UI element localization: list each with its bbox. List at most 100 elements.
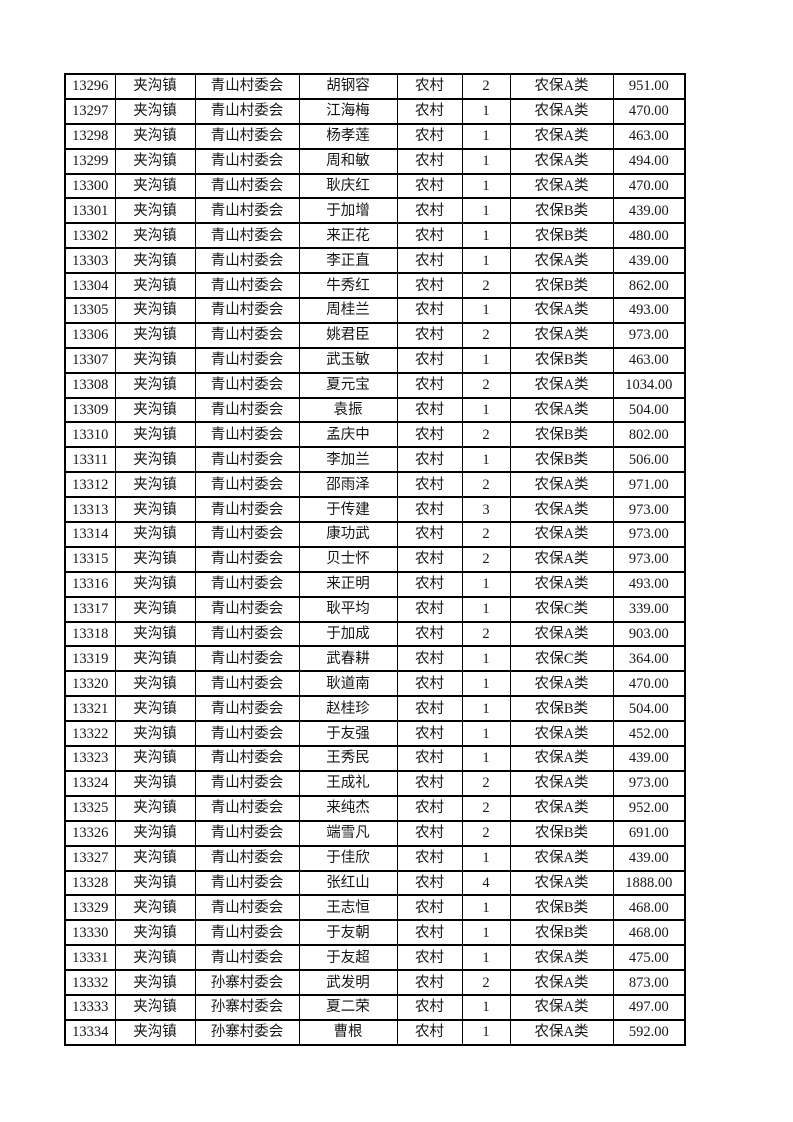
village-committee-cell: 青山村委会 bbox=[194, 272, 300, 300]
row-id-cell: 13323 bbox=[64, 745, 116, 772]
amount-cell: 973.00 bbox=[612, 496, 686, 524]
residence-type-cell: 农村 bbox=[396, 745, 463, 772]
village-committee-cell: 青山村委会 bbox=[194, 97, 300, 125]
residence-type-cell: 农村 bbox=[396, 521, 463, 548]
table-row: 13323 夹沟镇 青山村委会 王秀民 农村 1 农保A类 439.00 bbox=[64, 745, 686, 772]
row-id-cell: 13303 bbox=[64, 247, 116, 275]
residence-type-cell: 农村 bbox=[396, 969, 463, 996]
row-id-cell: 13300 bbox=[64, 172, 116, 200]
town-cell: 夹沟镇 bbox=[114, 197, 196, 225]
residence-type-cell: 农村 bbox=[396, 446, 463, 474]
residence-type-cell: 农村 bbox=[396, 545, 463, 573]
person-name-cell: 张红山 bbox=[298, 869, 398, 897]
person-name-cell: 王秀民 bbox=[298, 745, 398, 772]
village-committee-cell: 青山村委会 bbox=[194, 396, 300, 424]
table-row: 13314 夹沟镇 青山村委会 康功武 农村 2 农保A类 973.00 bbox=[64, 521, 686, 548]
person-name-cell: 夏元宝 bbox=[298, 371, 398, 399]
residence-type-cell: 农村 bbox=[396, 97, 463, 125]
town-cell: 夹沟镇 bbox=[114, 545, 196, 573]
town-cell: 夹沟镇 bbox=[114, 172, 196, 200]
village-committee-cell: 青山村委会 bbox=[194, 620, 300, 648]
person-name-cell: 来正花 bbox=[298, 222, 398, 250]
town-cell: 夹沟镇 bbox=[114, 297, 196, 324]
amount-cell: 691.00 bbox=[612, 819, 686, 847]
town-cell: 夹沟镇 bbox=[114, 247, 196, 275]
headcount-cell: 1 bbox=[461, 595, 511, 623]
insurance-category-cell: 农保A类 bbox=[509, 993, 614, 1021]
headcount-cell: 2 bbox=[461, 521, 511, 548]
amount-cell: 439.00 bbox=[612, 197, 686, 225]
residence-type-cell: 农村 bbox=[396, 794, 463, 822]
town-cell: 夹沟镇 bbox=[114, 321, 196, 349]
residence-type-cell: 农村 bbox=[396, 894, 463, 922]
town-cell: 夹沟镇 bbox=[114, 670, 196, 698]
village-committee-cell: 青山村委会 bbox=[194, 645, 300, 673]
residence-type-cell: 农村 bbox=[396, 1018, 463, 1046]
table-row: 13322 夹沟镇 青山村委会 于友强 农村 1 农保A类 452.00 bbox=[64, 720, 686, 748]
person-name-cell: 杨孝莲 bbox=[298, 122, 398, 150]
table-row: 13334 夹沟镇 孙寨村委会 曹根 农村 1 农保A类 592.00 bbox=[64, 1018, 686, 1046]
insurance-category-cell: 农保A类 bbox=[509, 670, 614, 698]
insurance-category-cell: 农保C类 bbox=[509, 595, 614, 623]
amount-cell: 439.00 bbox=[612, 745, 686, 772]
table-row: 13306 夹沟镇 青山村委会 姚君臣 农村 2 农保A类 973.00 bbox=[64, 321, 686, 349]
village-committee-cell: 青山村委会 bbox=[194, 919, 300, 947]
table-body: 13296 夹沟镇 青山村委会 胡钢容 农村 2 农保A类 951.00 13297 夹沟镇 青山村… bbox=[64, 73, 686, 1046]
village-committee-cell: 青山村委会 bbox=[194, 670, 300, 698]
amount-cell: 973.00 bbox=[612, 321, 686, 349]
town-cell: 夹沟镇 bbox=[114, 371, 196, 399]
person-name-cell: 于传建 bbox=[298, 496, 398, 524]
residence-type-cell: 农村 bbox=[396, 944, 463, 972]
person-name-cell: 耿道南 bbox=[298, 670, 398, 698]
table-row: 13327 夹沟镇 青山村委会 于佳欣 农村 1 农保A类 439.00 bbox=[64, 844, 686, 872]
amount-cell: 439.00 bbox=[612, 844, 686, 872]
town-cell: 夹沟镇 bbox=[114, 73, 196, 100]
amount-cell: 1888.00 bbox=[612, 869, 686, 897]
town-cell: 夹沟镇 bbox=[114, 869, 196, 897]
headcount-cell: 2 bbox=[461, 272, 511, 300]
headcount-cell: 2 bbox=[461, 421, 511, 449]
person-name-cell: 王成礼 bbox=[298, 769, 398, 797]
insurance-category-cell: 农保B类 bbox=[509, 222, 614, 250]
village-committee-cell: 青山村委会 bbox=[194, 446, 300, 474]
town-cell: 夹沟镇 bbox=[114, 97, 196, 125]
amount-cell: 592.00 bbox=[612, 1018, 686, 1046]
headcount-cell: 1 bbox=[461, 944, 511, 972]
row-id-cell: 13315 bbox=[64, 545, 116, 573]
village-committee-cell: 青山村委会 bbox=[194, 595, 300, 623]
table-row: 13296 夹沟镇 青山村委会 胡钢容 农村 2 农保A类 951.00 bbox=[64, 73, 686, 100]
amount-cell: 470.00 bbox=[612, 670, 686, 698]
residence-type-cell: 农村 bbox=[396, 919, 463, 947]
amount-cell: 468.00 bbox=[612, 894, 686, 922]
row-id-cell: 13305 bbox=[64, 297, 116, 324]
person-name-cell: 武春耕 bbox=[298, 645, 398, 673]
insurance-category-cell: 农保B类 bbox=[509, 197, 614, 225]
person-name-cell: 康功武 bbox=[298, 521, 398, 548]
insurance-payment-table: 13296 夹沟镇 青山村委会 胡钢容 农村 2 农保A类 951.00 13297 夹沟镇 青山村… bbox=[64, 73, 686, 1046]
residence-type-cell: 农村 bbox=[396, 73, 463, 100]
amount-cell: 504.00 bbox=[612, 396, 686, 424]
headcount-cell: 1 bbox=[461, 894, 511, 922]
insurance-category-cell: 农保A类 bbox=[509, 869, 614, 897]
row-id-cell: 13314 bbox=[64, 521, 116, 548]
table-row: 13331 夹沟镇 青山村委会 于友超 农村 1 农保A类 475.00 bbox=[64, 944, 686, 972]
town-cell: 夹沟镇 bbox=[114, 844, 196, 872]
residence-type-cell: 农村 bbox=[396, 570, 463, 598]
amount-cell: 470.00 bbox=[612, 97, 686, 125]
residence-type-cell: 农村 bbox=[396, 645, 463, 673]
amount-cell: 494.00 bbox=[612, 147, 686, 175]
row-id-cell: 13331 bbox=[64, 944, 116, 972]
residence-type-cell: 农村 bbox=[396, 321, 463, 349]
village-committee-cell: 青山村委会 bbox=[194, 147, 300, 175]
insurance-category-cell: 农保A类 bbox=[509, 720, 614, 748]
town-cell: 夹沟镇 bbox=[114, 272, 196, 300]
amount-cell: 506.00 bbox=[612, 446, 686, 474]
village-committee-cell: 青山村委会 bbox=[194, 73, 300, 100]
headcount-cell: 1 bbox=[461, 570, 511, 598]
village-committee-cell: 青山村委会 bbox=[194, 172, 300, 200]
residence-type-cell: 农村 bbox=[396, 993, 463, 1021]
town-cell: 夹沟镇 bbox=[114, 894, 196, 922]
village-committee-cell: 孙寨村委会 bbox=[194, 969, 300, 996]
residence-type-cell: 农村 bbox=[396, 496, 463, 524]
